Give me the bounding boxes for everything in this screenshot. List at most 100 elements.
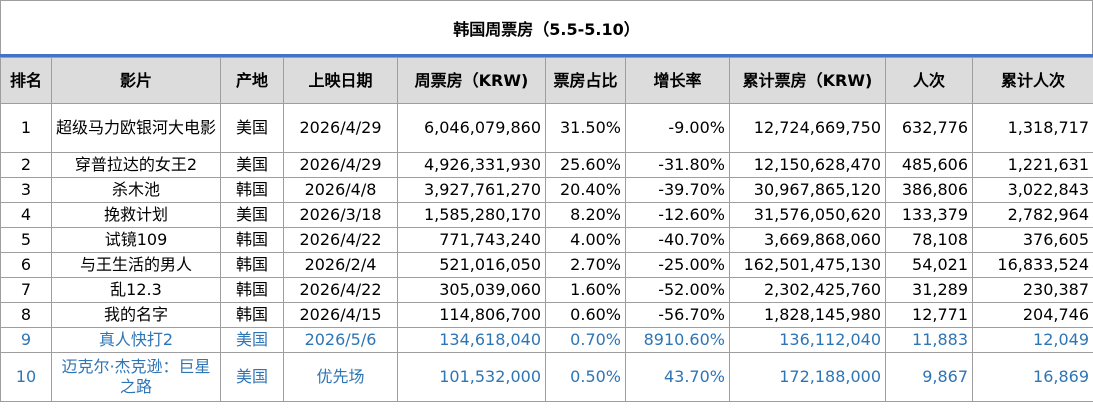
- cell-release-date: 2026/4/22: [283, 227, 398, 253]
- cell-release-date: 2026/4/15: [283, 302, 398, 328]
- cell-rank: 3: [0, 177, 52, 203]
- cell-cumulative-admissions: 204,746: [972, 302, 1093, 328]
- cell-release-date: 2026/3/18: [283, 202, 398, 228]
- header-weekly-gross: 周票房（KRW): [397, 57, 546, 104]
- table-row-new-release: 9 真人快打2 美国 2026/5/6 134,618,040 0.70% 89…: [0, 327, 1093, 353]
- cell-cumulative-gross: 12,724,669,750: [729, 103, 886, 153]
- cell-film: 穿普拉达的女王2: [51, 152, 221, 178]
- cell-share: 31.50%: [545, 103, 626, 153]
- cell-release-date: 2026/4/29: [283, 152, 398, 178]
- cell-rank: 4: [0, 202, 52, 228]
- cell-origin: 美国: [220, 103, 284, 153]
- cell-cumulative-admissions: 2,782,964: [972, 202, 1093, 228]
- cell-weekly-gross: 521,016,050: [397, 252, 546, 278]
- cell-origin: 韩国: [220, 277, 284, 303]
- cell-growth: -52.00%: [625, 277, 730, 303]
- cell-share: 4.00%: [545, 227, 626, 253]
- cell-weekly-gross: 114,806,700: [397, 302, 546, 328]
- cell-release-date: 2026/4/8: [283, 177, 398, 203]
- cell-growth: -40.70%: [625, 227, 730, 253]
- cell-origin: 美国: [220, 202, 284, 228]
- cell-weekly-gross: 771,743,240: [397, 227, 546, 253]
- cell-cumulative-gross: 31,576,050,620: [729, 202, 886, 228]
- cell-share: 0.60%: [545, 302, 626, 328]
- cell-rank: 1: [0, 103, 52, 153]
- cell-admissions: 485,606: [885, 152, 973, 178]
- cell-film: 挽救计划: [51, 202, 221, 228]
- cell-share: 0.70%: [545, 327, 626, 353]
- cell-admissions: 632,776: [885, 103, 973, 153]
- cell-rank: 8: [0, 302, 52, 328]
- table-row: 4 挽救计划 美国 2026/3/18 1,585,280,170 8.20% …: [0, 202, 1093, 228]
- table-row: 2 穿普拉达的女王2 美国 2026/4/29 4,926,331,930 25…: [0, 152, 1093, 178]
- cell-cumulative-gross: 162,501,475,130: [729, 252, 886, 278]
- box-office-table: 排名 影片 产地 上映日期 周票房（KRW) 票房占比 增长率 累计票房（KRW…: [0, 57, 1093, 402]
- table-row-new-release: 10 迈克尔·杰克逊：巨星之路 美国 优先场 101,532,000 0.50%…: [0, 352, 1093, 402]
- cell-release-date: 优先场: [283, 352, 398, 402]
- table-row: 6 与王生活的男人 韩国 2026/2/4 521,016,050 2.70% …: [0, 252, 1093, 278]
- table-row: 1 超级马力欧银河大电影 美国 2026/4/29 6,046,079,860 …: [0, 103, 1093, 153]
- cell-release-date: 2026/4/29: [283, 103, 398, 153]
- cell-film: 我的名字: [51, 302, 221, 328]
- cell-cumulative-gross: 2,302,425,760: [729, 277, 886, 303]
- cell-weekly-gross: 134,618,040: [397, 327, 546, 353]
- cell-weekly-gross: 1,585,280,170: [397, 202, 546, 228]
- cell-release-date: 2026/2/4: [283, 252, 398, 278]
- header-rank: 排名: [0, 57, 52, 104]
- cell-admissions: 9,867: [885, 352, 973, 402]
- cell-admissions: 386,806: [885, 177, 973, 203]
- cell-rank: 6: [0, 252, 52, 278]
- cell-growth: -31.80%: [625, 152, 730, 178]
- table-row: 3 杀木池 韩国 2026/4/8 3,927,761,270 20.40% -…: [0, 177, 1093, 203]
- title-divider: [0, 54, 1093, 57]
- cell-cumulative-gross: 172,188,000: [729, 352, 886, 402]
- cell-cumulative-admissions: 1,318,717: [972, 103, 1093, 153]
- cell-share: 25.60%: [545, 152, 626, 178]
- cell-weekly-gross: 6,046,079,860: [397, 103, 546, 153]
- table-row: 5 试镜109 韩国 2026/4/22 771,743,240 4.00% -…: [0, 227, 1093, 253]
- cell-cumulative-gross: 3,669,868,060: [729, 227, 886, 253]
- table-row: 7 乱12.3 韩国 2026/4/22 305,039,060 1.60% -…: [0, 277, 1093, 303]
- cell-cumulative-gross: 12,150,628,470: [729, 152, 886, 178]
- cell-share: 20.40%: [545, 177, 626, 203]
- cell-rank: 9: [0, 327, 52, 353]
- cell-cumulative-admissions: 12,049: [972, 327, 1093, 353]
- cell-admissions: 12,771: [885, 302, 973, 328]
- cell-origin: 韩国: [220, 252, 284, 278]
- cell-release-date: 2026/5/6: [283, 327, 398, 353]
- cell-release-date: 2026/4/22: [283, 277, 398, 303]
- cell-film: 与王生活的男人: [51, 252, 221, 278]
- cell-growth: -56.70%: [625, 302, 730, 328]
- cell-rank: 2: [0, 152, 52, 178]
- cell-cumulative-admissions: 16,833,524: [972, 252, 1093, 278]
- cell-growth: 43.70%: [625, 352, 730, 402]
- cell-film: 杀木池: [51, 177, 221, 203]
- cell-admissions: 133,379: [885, 202, 973, 228]
- cell-cumulative-gross: 30,967,865,120: [729, 177, 886, 203]
- cell-rank: 7: [0, 277, 52, 303]
- header-cumulative-gross: 累计票房（KRW): [729, 57, 886, 104]
- cell-cumulative-gross: 1,828,145,980: [729, 302, 886, 328]
- header-cumulative-admissions: 累计人次: [972, 57, 1093, 104]
- cell-film: 迈克尔·杰克逊：巨星之路: [51, 352, 221, 402]
- cell-origin: 韩国: [220, 227, 284, 253]
- cell-share: 2.70%: [545, 252, 626, 278]
- header-growth: 增长率: [625, 57, 730, 104]
- cell-share: 0.50%: [545, 352, 626, 402]
- cell-growth: -9.00%: [625, 103, 730, 153]
- cell-origin: 韩国: [220, 177, 284, 203]
- cell-cumulative-admissions: 230,387: [972, 277, 1093, 303]
- cell-rank: 5: [0, 227, 52, 253]
- cell-film: 试镜109: [51, 227, 221, 253]
- cell-origin: 韩国: [220, 302, 284, 328]
- header-row: 排名 影片 产地 上映日期 周票房（KRW) 票房占比 增长率 累计票房（KRW…: [0, 57, 1093, 104]
- cell-cumulative-admissions: 3,022,843: [972, 177, 1093, 203]
- cell-admissions: 78,108: [885, 227, 973, 253]
- header-film: 影片: [51, 57, 221, 104]
- cell-growth: -39.70%: [625, 177, 730, 203]
- cell-film: 真人快打2: [51, 327, 221, 353]
- header-origin: 产地: [220, 57, 284, 104]
- header-share: 票房占比: [545, 57, 626, 104]
- cell-film: 乱12.3: [51, 277, 221, 303]
